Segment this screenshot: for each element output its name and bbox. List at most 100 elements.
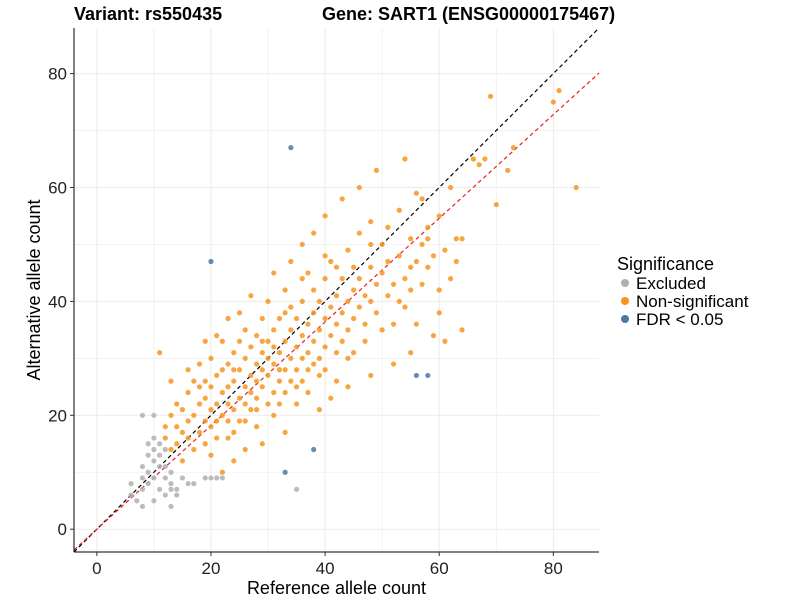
point-non-significant — [282, 310, 288, 316]
point-non-significant — [442, 338, 448, 344]
point-excluded — [145, 469, 151, 475]
point-excluded — [151, 446, 157, 453]
point-non-significant — [185, 418, 191, 424]
point-non-significant — [396, 207, 402, 213]
point-non-significant — [305, 270, 311, 276]
point-non-significant — [174, 401, 180, 407]
point-excluded — [151, 475, 157, 481]
point-non-significant — [419, 281, 425, 287]
point-non-significant — [396, 298, 402, 304]
point-non-significant — [282, 338, 288, 344]
point-non-significant — [174, 424, 180, 430]
point-non-significant — [345, 384, 351, 390]
point-non-significant — [333, 378, 340, 384]
point-non-significant — [214, 435, 220, 441]
point-non-significant — [225, 435, 231, 441]
gene-title: Gene: SART1 (ENSG00000175467) — [322, 4, 616, 24]
point-non-significant — [179, 429, 186, 435]
point-non-significant — [322, 253, 328, 259]
point-non-significant — [482, 156, 488, 162]
point-non-significant — [453, 258, 459, 265]
point-excluded — [162, 446, 168, 453]
point-non-significant — [351, 264, 357, 270]
point-non-significant — [436, 213, 442, 219]
point-non-significant — [362, 293, 368, 299]
point-non-significant — [328, 304, 334, 310]
point-non-significant — [219, 469, 225, 475]
point-non-significant — [425, 264, 431, 270]
point-non-significant — [191, 378, 197, 384]
x-tick-label: 0 — [92, 559, 101, 578]
point-non-significant — [248, 293, 254, 299]
point-excluded — [162, 475, 168, 481]
point-excluded — [139, 486, 146, 492]
point-excluded — [145, 481, 151, 487]
point-non-significant — [425, 236, 431, 242]
point-non-significant — [196, 361, 203, 367]
point-non-significant — [225, 384, 231, 390]
point-non-significant — [459, 236, 465, 242]
point-non-significant — [573, 184, 579, 191]
point-non-significant — [231, 378, 237, 384]
point-non-significant — [156, 350, 163, 356]
reference-lines — [73, 27, 600, 553]
point-non-significant — [311, 361, 317, 367]
point-non-significant — [254, 378, 260, 384]
point-non-significant — [299, 378, 305, 384]
point-non-significant — [510, 145, 517, 151]
point-non-significant — [259, 367, 265, 373]
point-non-significant — [162, 424, 168, 430]
point-non-significant — [293, 384, 300, 390]
point-non-significant — [225, 361, 231, 367]
point-non-significant — [419, 196, 425, 202]
point-non-significant — [225, 315, 231, 322]
point-non-significant — [390, 361, 397, 367]
point-non-significant — [368, 219, 374, 225]
point-non-significant — [333, 350, 340, 356]
point-non-significant — [425, 224, 431, 230]
point-non-significant — [550, 99, 556, 105]
point-non-significant — [231, 367, 237, 373]
point-non-significant — [396, 253, 402, 259]
point-non-significant — [231, 350, 237, 356]
point-non-significant — [311, 310, 317, 316]
point-excluded — [208, 475, 214, 481]
point-non-significant — [459, 327, 465, 333]
point-non-significant — [293, 344, 300, 350]
point-excluded — [145, 441, 151, 447]
point-non-significant — [316, 298, 322, 304]
point-non-significant — [179, 407, 186, 413]
point-excluded — [174, 486, 180, 492]
point-non-significant — [293, 315, 300, 322]
point-non-significant — [328, 332, 334, 339]
point-non-significant — [254, 332, 260, 339]
point-non-significant — [402, 156, 408, 162]
point-non-significant — [168, 378, 174, 384]
variant-title: Variant: rs550435 — [74, 4, 223, 24]
point-non-significant — [276, 401, 283, 407]
point-non-significant — [402, 276, 408, 282]
point-non-significant — [339, 310, 345, 316]
point-non-significant — [362, 338, 368, 344]
point-non-significant — [202, 338, 208, 344]
point-non-significant — [385, 224, 391, 230]
point-non-significant — [288, 355, 294, 361]
point-excluded — [202, 475, 208, 481]
point-non-significant — [265, 338, 271, 344]
point-non-significant — [379, 270, 385, 276]
legend-title: Significance — [617, 254, 714, 274]
point-non-significant — [356, 276, 362, 282]
point-non-significant — [214, 372, 220, 379]
point-non-significant — [385, 293, 391, 299]
point-non-significant — [202, 441, 208, 447]
point-excluded — [145, 452, 151, 458]
point-non-significant — [305, 350, 311, 356]
point-non-significant — [368, 241, 374, 248]
point-excluded — [168, 469, 174, 475]
point-non-significant — [333, 321, 340, 327]
legend-swatch — [621, 315, 629, 323]
point-non-significant — [196, 429, 203, 435]
point-non-significant — [185, 389, 191, 396]
point-non-significant — [191, 446, 197, 453]
point-non-significant — [242, 418, 248, 424]
